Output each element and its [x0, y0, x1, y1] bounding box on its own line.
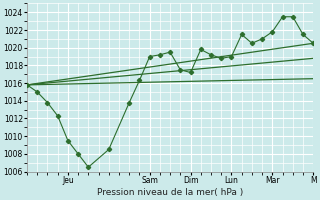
X-axis label: Pression niveau de la mer( hPa ): Pression niveau de la mer( hPa ): [97, 188, 243, 197]
